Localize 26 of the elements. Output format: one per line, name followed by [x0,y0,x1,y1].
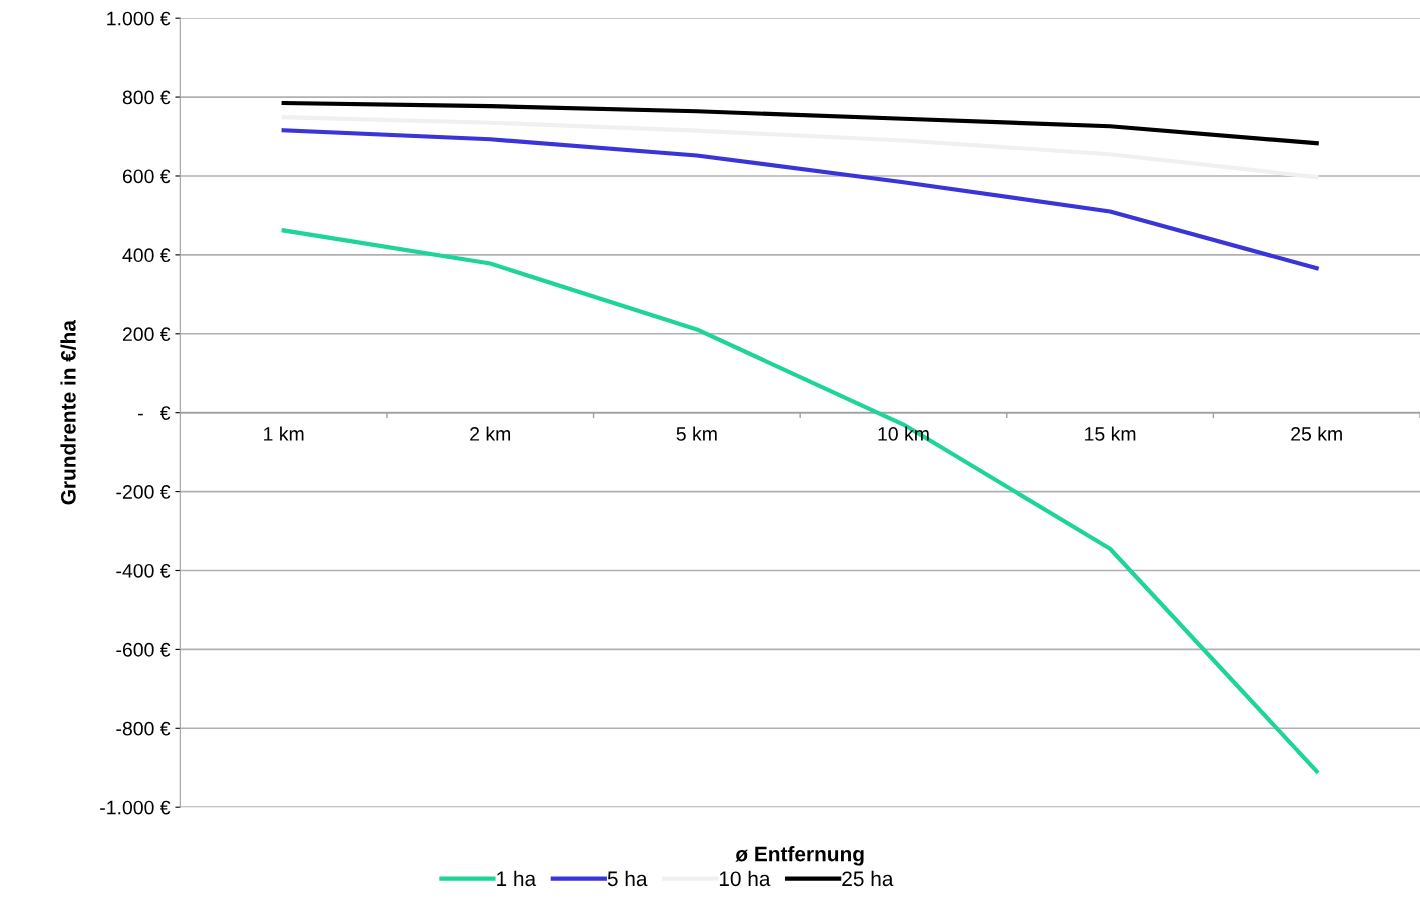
legend-label: 1 ha [497,870,537,887]
legend-label: 25 ha [842,870,894,887]
y-tick-label: -800 € [116,721,171,736]
y-tick-label: 400 € [122,248,171,263]
x-tick-label: 15 km [1085,426,1136,441]
y-tick-label: - € [137,406,171,420]
y-tick-label: -1.000 € [100,800,171,815]
y-tick-label: 1.000 € [107,11,171,26]
x-axis-title: ø Entfernung [735,846,864,866]
y-tick-label: 800 € [122,90,171,105]
line-series [281,115,1319,180]
x-tick-label: 2 km [470,426,511,441]
x-tick-label: 1 km [264,426,304,441]
x-tick-label: 25 km [1291,426,1342,441]
y-tick-label: 600 € [122,169,171,184]
y-tick-label: 200 € [122,327,171,342]
y-tick-label: -600 € [116,642,171,657]
line-series [281,100,1319,146]
y-tick-label: -200 € [116,485,171,499]
legend-label: 5 ha [607,870,648,887]
line-series [281,228,1319,774]
y-axis-title: Grundrente in €/ha [60,319,76,505]
legend-label: 10 ha [719,870,771,887]
x-tick-label: 5 km [676,426,717,441]
y-tick-label: -400 € [116,563,171,578]
line-series [281,128,1319,271]
